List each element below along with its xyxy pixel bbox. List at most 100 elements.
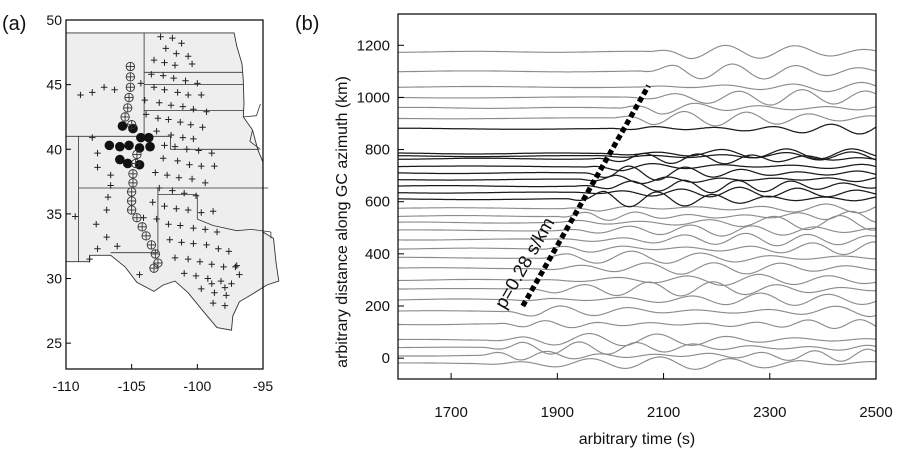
- plus-station-marker: [103, 206, 110, 214]
- plus-station-marker: [93, 221, 100, 228]
- plus-station-marker: [89, 134, 96, 141]
- filled-station-marker: [117, 121, 128, 131]
- plus-station-marker: [166, 236, 173, 243]
- panel-label-b: (b): [295, 13, 319, 35]
- plus-station-marker: [182, 77, 189, 84]
- plus-station-marker: [156, 99, 163, 106]
- state-borders: [66, 32, 272, 262]
- plus-station-marker: [140, 214, 147, 221]
- seismogram-trace: [398, 111, 876, 127]
- plus-station-marker: [161, 142, 168, 149]
- highlighted-trace: [398, 151, 876, 161]
- plus-station-marker: [94, 164, 101, 171]
- seismogram-trace: [398, 210, 876, 223]
- plus-station-marker: [149, 199, 156, 206]
- plus-station-marker: [209, 208, 217, 215]
- plus-station-marker: [167, 102, 175, 109]
- highlighted-trace: [398, 190, 876, 208]
- seismogram-trace: [398, 250, 876, 264]
- x-tick-label: 1900: [541, 404, 574, 421]
- plus-station-marker: [199, 124, 206, 131]
- plus-station-marker: [225, 248, 233, 255]
- plus-station-marker: [114, 243, 121, 250]
- plus-station-marker: [208, 261, 215, 268]
- plus-station-marker: [171, 143, 179, 150]
- circled-plus-marker: [127, 187, 137, 197]
- plus-station-marker: [161, 86, 168, 93]
- plus-station-marker: [137, 80, 145, 87]
- highlighted-trace: [398, 123, 876, 135]
- plus-station-marker: [203, 241, 210, 249]
- plus-station-marker: [103, 233, 110, 241]
- x-axis-title: arbitrary time (s): [579, 431, 695, 448]
- plus-station-marker: [221, 284, 229, 291]
- plot-ticks: 1700 1900 2100 2300 2500 0 200 400 600 800 1000 120…: [357, 37, 893, 421]
- plus-station-marker: [111, 86, 118, 93]
- seismogram-traces: [398, 44, 876, 370]
- plus-station-marker: [161, 59, 168, 66]
- plus-station-marker: [169, 34, 176, 42]
- circled-plus-marker: [132, 149, 142, 160]
- seismogram-trace: [398, 215, 876, 231]
- seismogram-trace: [398, 241, 876, 256]
- plus-station-marker: [190, 105, 197, 113]
- circled-plus-marker: [132, 213, 142, 223]
- filled-station-marker: [143, 132, 154, 143]
- plus-station-marker: [184, 91, 192, 99]
- plus-station-marker: [215, 245, 222, 252]
- plus-station-marker: [174, 89, 181, 96]
- plus-station-marker: [188, 175, 196, 183]
- circled-plus-marker: [149, 263, 159, 273]
- filled-station-marker: [124, 140, 134, 151]
- seismogram-trace: [398, 333, 876, 347]
- seismogram-trace: [398, 44, 876, 60]
- plus-station-marker: [178, 239, 185, 246]
- plus-station-marker: [177, 222, 184, 229]
- plus-station-marker: [156, 184, 163, 192]
- plus-station-marker: [213, 228, 221, 236]
- circled-plus-marker: [128, 178, 138, 188]
- y-tick-label: 0: [382, 350, 390, 367]
- y-tick-label: 50: [46, 12, 62, 28]
- plus-station-marker: [181, 270, 188, 277]
- highlighted-trace: [398, 179, 876, 194]
- highlighted-trace: [398, 148, 876, 160]
- plus-station-marker: [150, 56, 158, 64]
- plus-station-marker: [221, 302, 229, 309]
- plus-station-marker: [186, 161, 193, 168]
- plus-station-marker: [228, 280, 235, 287]
- plus-station-marker: [167, 131, 175, 139]
- plus-station-marker: [233, 262, 240, 269]
- circled-plus-marker: [150, 249, 160, 259]
- plus-station-marker: [71, 213, 79, 220]
- plus-station-marker: [190, 224, 197, 232]
- seismogram-trace: [398, 319, 876, 329]
- plus-station-marker: [163, 171, 171, 179]
- circled-plus-marker: [141, 231, 151, 241]
- highlighted-trace: [398, 152, 876, 165]
- plus-station-marker: [217, 277, 225, 285]
- seismogram-trace: [398, 348, 876, 362]
- highlighted-trace: [398, 165, 876, 181]
- plus-station-marker: [169, 187, 176, 194]
- plus-station-marker: [171, 254, 179, 262]
- plus-station-marker: [174, 157, 181, 165]
- plus-station-marker: [171, 62, 179, 69]
- circled-plus-marker: [125, 61, 136, 72]
- plus-station-marker: [136, 271, 143, 278]
- plus-station-marker: [165, 116, 172, 123]
- plus-station-marker: [150, 84, 158, 91]
- circled-plus-marker: [123, 103, 133, 113]
- plus-station-marker: [204, 275, 212, 282]
- y-tick-label: 35: [46, 206, 62, 222]
- plus-station-marker: [173, 205, 180, 212]
- x-tick-label: 2300: [753, 404, 786, 421]
- plus-station-marker: [142, 111, 150, 118]
- plus-station-marker: [203, 108, 210, 115]
- plus-station-marker: [190, 240, 197, 247]
- state-border-line: [249, 129, 261, 150]
- circled-plus-marker: [146, 240, 157, 250]
- plus-station-marker: [208, 280, 215, 287]
- y-axis-title: arbitrary distance along GC azimuth (km): [334, 76, 351, 368]
